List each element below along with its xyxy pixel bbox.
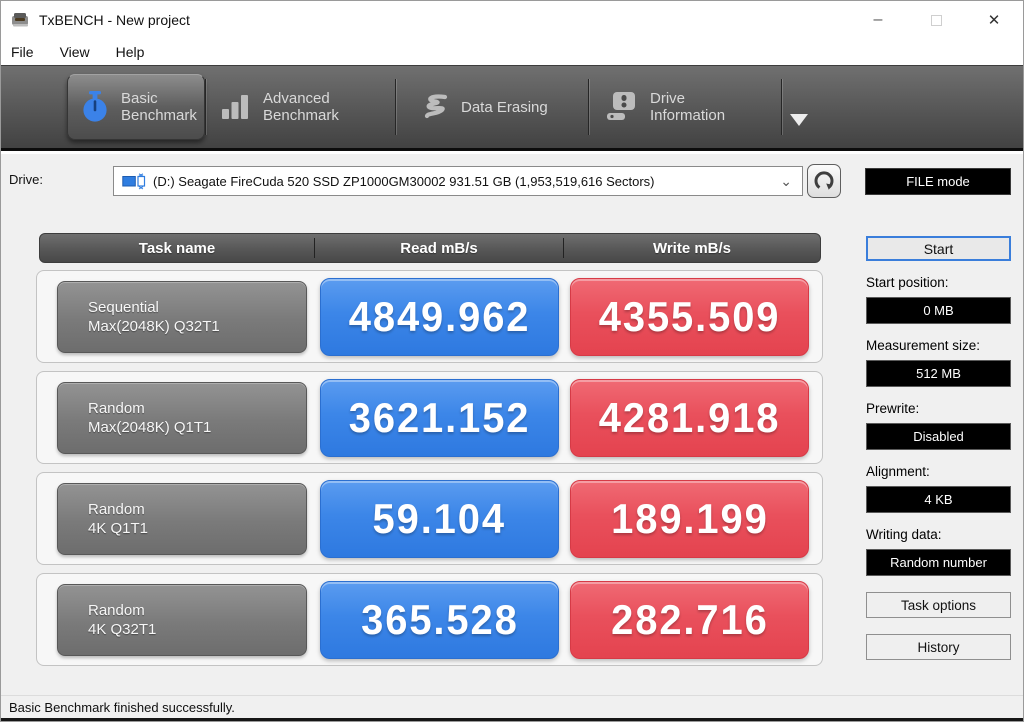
prewrite-label: Prewrite: [866, 401, 920, 416]
toolbar-separator [395, 79, 396, 135]
title-bar: TxBENCH - New project – ✕ [1, 1, 1023, 39]
read-value-button[interactable]: 59.104 [320, 480, 559, 558]
chevron-down-icon: ⌄ [780, 172, 792, 189]
tab-data-erasing-label: Data Erasing [461, 98, 548, 116]
toolbar-separator [588, 79, 589, 135]
alignment-label: Alignment: [866, 464, 930, 479]
tab-advanced-benchmark-label: Advanced Benchmark [263, 90, 339, 124]
tab-basic-benchmark[interactable]: Basic Benchmark [67, 74, 205, 140]
header-write: Write mB/s [652, 239, 732, 257]
start-position-label: Start position: [866, 275, 949, 290]
app-icon [12, 13, 28, 27]
task-button-sequential-max[interactable]: Sequential Max(2048K) Q32T1 [57, 281, 307, 353]
toolbar: Basic Benchmark Advanced Benchmark Data … [1, 65, 1023, 151]
table-row: Sequential Max(2048K) Q32T1 4849.962 435… [36, 270, 823, 363]
task-options-button[interactable]: Task options [866, 592, 1011, 618]
close-button[interactable]: ✕ [965, 1, 1023, 39]
menu-file[interactable]: File [11, 44, 34, 60]
bar-chart-icon [222, 95, 248, 119]
table-row: Random 4K Q1T1 59.104 189.199 [36, 472, 823, 565]
file-mode-button[interactable]: FILE mode [865, 168, 1011, 195]
results-table-header: Task name Read mB/s Write mB/s [39, 233, 821, 263]
measurement-size-value[interactable]: 512 MB [866, 360, 1011, 387]
tab-advanced-benchmark[interactable]: Advanced Benchmark [206, 74, 395, 140]
status-bar: Basic Benchmark finished successfully. [1, 695, 1023, 718]
write-value-button[interactable]: 4281.918 [570, 379, 809, 457]
writing-data-label: Writing data: [866, 527, 942, 542]
client-area: Drive: (D:) Seagate FireCuda 520 SSD ZP1… [1, 154, 1023, 695]
table-row: Random Max(2048K) Q1T1 3621.152 4281.918 [36, 371, 823, 464]
drive-label: Drive: [9, 172, 43, 187]
write-value-button[interactable]: 189.199 [570, 480, 809, 558]
drive-selected-text: (D:) Seagate FireCuda 520 SSD ZP1000GM30… [153, 173, 655, 189]
prewrite-value[interactable]: Disabled [866, 423, 1011, 450]
header-task-name: Task name [138, 239, 216, 257]
window-controls: – ✕ [849, 1, 1023, 39]
window-title: TxBENCH - New project [39, 12, 190, 28]
status-text: Basic Benchmark finished successfully. [9, 699, 235, 715]
header-divider [314, 238, 315, 258]
refresh-drives-button[interactable] [807, 164, 841, 198]
data-erasing-icon [424, 94, 448, 119]
tab-data-erasing[interactable]: Data Erasing [396, 74, 588, 140]
header-divider [563, 238, 564, 258]
table-row: Random 4K Q32T1 365.528 282.716 [36, 573, 823, 666]
tab-drive-information[interactable]: Drive Information [589, 74, 781, 140]
drive-select-combobox[interactable]: (D:) Seagate FireCuda 520 SSD ZP1000GM30… [113, 166, 803, 196]
task-button-random-4k-q1t1[interactable]: Random 4K Q1T1 [57, 483, 307, 555]
refresh-icon [814, 171, 834, 190]
header-read: Read mB/s [400, 239, 478, 257]
window-bottom-edge [1, 718, 1023, 721]
read-value-button[interactable]: 365.528 [320, 581, 559, 659]
drive-info-icon [607, 92, 635, 120]
toolbar-separator [781, 79, 782, 135]
minimize-button[interactable]: – [873, 11, 883, 28]
write-value-button[interactable]: 282.716 [570, 581, 809, 659]
start-position-value[interactable]: 0 MB [866, 297, 1011, 324]
results-rows: Sequential Max(2048K) Q32T1 4849.962 435… [36, 270, 823, 674]
settings-sidebar: Start Start position: 0 MB Measurement s… [866, 236, 1011, 660]
history-button[interactable]: History [866, 634, 1011, 660]
menu-view[interactable]: View [59, 44, 90, 60]
measurement-size-label: Measurement size: [866, 338, 981, 353]
tab-basic-benchmark-label: Basic Benchmark [121, 90, 197, 124]
writing-data-value[interactable]: Random number [866, 549, 1011, 576]
read-value-button[interactable]: 3621.152 [320, 379, 559, 457]
task-button-random-4k-q32t1[interactable]: Random 4K Q32T1 [57, 584, 307, 656]
read-value-button[interactable]: 4849.962 [320, 278, 559, 356]
maximize-button[interactable] [907, 1, 965, 39]
maximize-icon [930, 14, 942, 26]
close-icon: ✕ [987, 12, 1001, 29]
stopwatch-icon [83, 91, 107, 122]
toolbar-separator [205, 79, 206, 135]
task-button-random-max[interactable]: Random Max(2048K) Q1T1 [57, 382, 307, 454]
start-button[interactable]: Start [866, 236, 1011, 261]
removable-drive-icon [122, 172, 146, 189]
tab-drive-information-label: Drive Information [650, 90, 726, 124]
menu-bar: File View Help [1, 39, 1023, 65]
write-value-button[interactable]: 4355.509 [570, 278, 809, 356]
alignment-value[interactable]: 4 KB [866, 486, 1011, 513]
toolbar-dropdown-arrow[interactable] [790, 114, 808, 126]
menu-help[interactable]: Help [115, 44, 145, 60]
